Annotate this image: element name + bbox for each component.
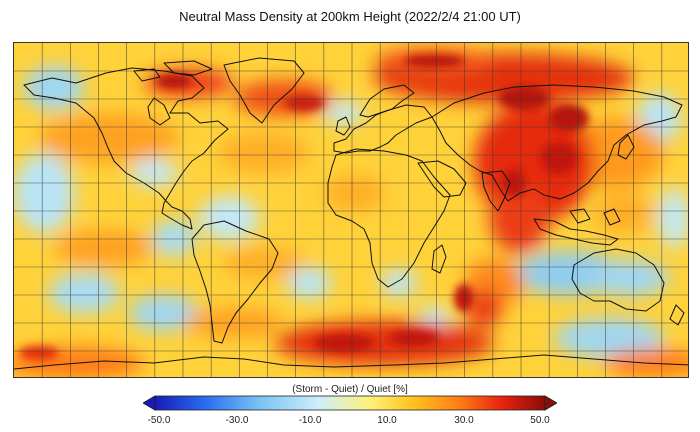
greenland-coast xyxy=(223,57,305,124)
india-coast xyxy=(481,170,511,212)
madagascar-coast xyxy=(431,244,447,274)
coastlines xyxy=(14,57,688,370)
colorbar-label: (Storm - Quiet) / Quiet [%] xyxy=(292,384,408,395)
north-america-coast xyxy=(23,67,229,230)
scandinavia-coast xyxy=(359,84,415,118)
colorbar-ticks: -50.0 -30.0 -10.0 10.0 30.0 50.0 xyxy=(0,415,700,429)
colorbar-tick: -30.0 xyxy=(225,415,249,426)
colorbar xyxy=(142,395,558,411)
density-map-svg xyxy=(14,43,688,377)
indonesia-coast xyxy=(533,208,621,246)
british-isles-coast xyxy=(335,116,351,136)
chart-title: Neutral Mass Density at 200km Height (20… xyxy=(179,9,521,24)
hudson-bay-coast xyxy=(147,97,171,126)
arctic-islands-coast xyxy=(133,60,213,82)
colorbar-tick: 30.0 xyxy=(454,415,474,426)
antarctica-coast xyxy=(14,354,688,370)
colorbar-tick: -10.0 xyxy=(298,415,322,426)
colorbar-svg xyxy=(142,395,558,411)
colorbar-tick: 10.0 xyxy=(377,415,397,426)
colorbar-tick: 50.0 xyxy=(530,415,550,426)
australia-coast xyxy=(571,248,665,312)
colorbar-max-arrow xyxy=(544,395,558,411)
colorbar-tick: -50.0 xyxy=(147,415,171,426)
colorbar-min-arrow xyxy=(142,395,156,411)
colorbar-gradient xyxy=(154,395,546,411)
arabia-coast xyxy=(417,160,467,198)
asia-coast xyxy=(431,84,683,202)
density-map xyxy=(13,42,689,378)
lat-lon-grid xyxy=(14,43,688,377)
south-america-coast xyxy=(191,220,279,344)
density-cores xyxy=(19,55,589,360)
africa-coast xyxy=(327,148,451,288)
japan-coast xyxy=(617,134,635,160)
europe-coast xyxy=(333,104,433,154)
new-zealand-coast xyxy=(669,304,685,326)
